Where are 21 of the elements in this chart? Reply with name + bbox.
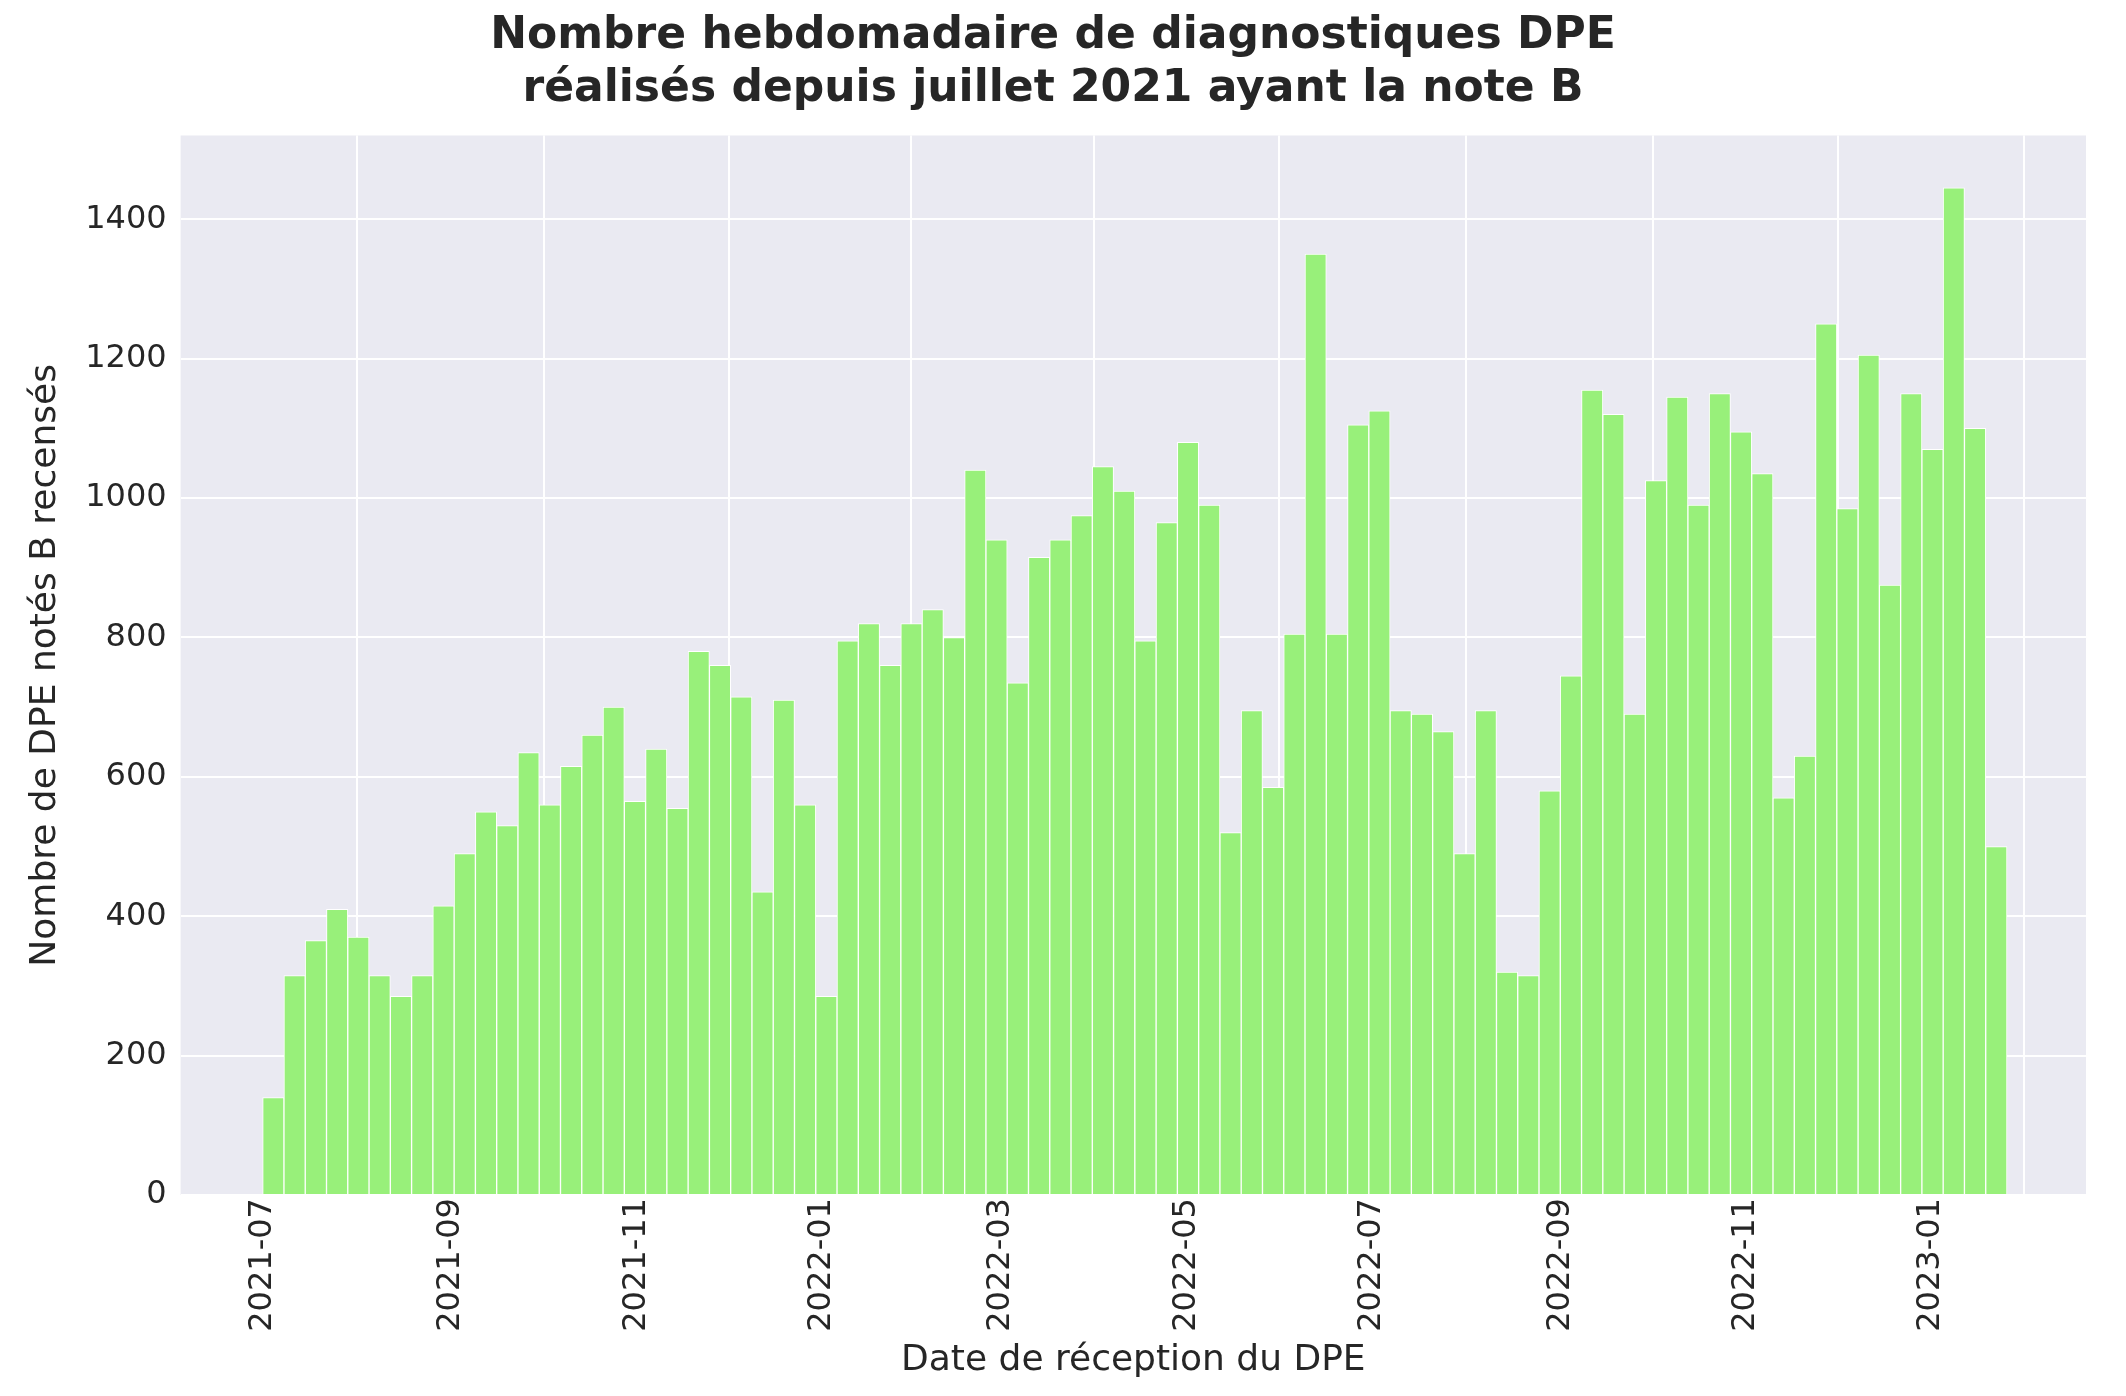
x-tick-label: 2022-07: [1350, 1198, 1389, 1332]
y-tick-label: 1200: [85, 336, 167, 375]
x-tick-label: 2021-07: [241, 1198, 279, 1332]
x-tick-label: 2021-11: [614, 1198, 653, 1332]
y-tick-label: 1400: [85, 197, 167, 236]
y-axis-title: Nombre de DPE notés B recensés: [21, 364, 63, 967]
y-tick-label: 1000: [85, 476, 167, 515]
x-tick-label: 2021-09: [429, 1198, 468, 1332]
y-tick-label: 800: [105, 615, 167, 654]
y-tick-label: 200: [105, 1034, 167, 1072]
x-tick-label: 2022-09: [1538, 1198, 1577, 1332]
x-tick-label: 2022-11: [1723, 1198, 1762, 1332]
x-tick-label: 2023-01: [1909, 1198, 1948, 1332]
y-tick-label: 600: [105, 755, 167, 794]
x-tick-label: 2022-05: [1164, 1198, 1203, 1332]
x-tick-label: 2022-03: [979, 1198, 1018, 1332]
x-tick-label: 2022-01: [800, 1198, 839, 1332]
chart-title: Nombre hebdomadaire de diagnostiques DPE réalisés depuis juillet 2021 ayant la note B: [490, 6, 1616, 111]
x-axis-title: Date de réception du DPE: [901, 1336, 1366, 1378]
y-tick-label: 400: [105, 894, 167, 933]
y-tick-label: 0: [146, 1173, 167, 1212]
